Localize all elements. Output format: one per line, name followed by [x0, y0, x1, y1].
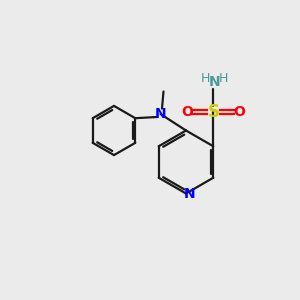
- Text: H: H: [201, 72, 211, 85]
- Text: O: O: [233, 105, 245, 119]
- Text: N: N: [209, 75, 220, 89]
- Text: S: S: [207, 103, 219, 121]
- Text: N: N: [184, 187, 195, 200]
- Text: H: H: [218, 72, 228, 85]
- Text: N: N: [155, 107, 166, 121]
- Text: O: O: [181, 105, 193, 119]
